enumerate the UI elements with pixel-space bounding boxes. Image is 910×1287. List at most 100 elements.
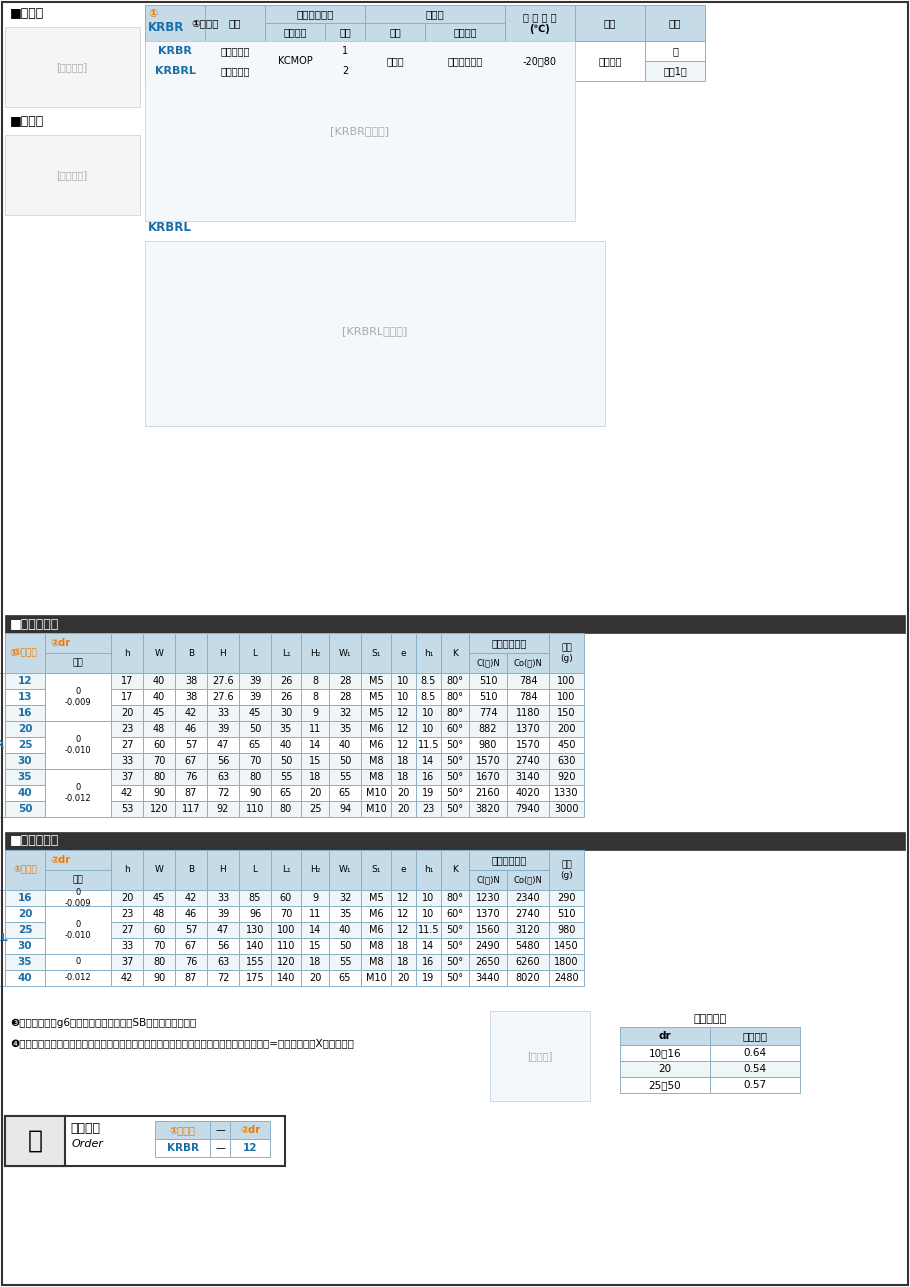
Text: 3440: 3440 [476, 973, 500, 983]
Text: 37: 37 [121, 772, 133, 782]
Bar [361, 849, 391, 891]
Bar [271, 753, 301, 770]
Bar [143, 970, 175, 986]
Text: 1370: 1370 [476, 909, 500, 919]
Bar [507, 906, 549, 921]
Bar [469, 954, 507, 970]
Bar [143, 753, 175, 770]
Bar [469, 785, 507, 801]
Bar [329, 770, 361, 785]
Text: 50°: 50° [447, 973, 463, 983]
Bar [5, 753, 45, 770]
Bar [441, 801, 469, 817]
Text: 39: 39 [217, 725, 229, 734]
Text: KRBRL: KRBRL [0, 933, 7, 943]
Bar [507, 753, 549, 770]
Bar [469, 737, 507, 753]
Text: 55: 55 [339, 772, 351, 782]
Bar [575, 41, 645, 81]
Text: M5: M5 [369, 676, 383, 686]
Text: M10: M10 [366, 804, 387, 813]
Bar [111, 633, 143, 673]
Bar [416, 785, 441, 801]
Bar [45, 891, 111, 906]
Bar [239, 849, 271, 891]
Text: 14: 14 [422, 755, 435, 766]
Bar [329, 753, 361, 770]
Text: M5: M5 [369, 708, 383, 718]
Text: 2480: 2480 [554, 973, 579, 983]
Text: 11: 11 [308, 909, 321, 919]
Text: 订购范例: 订购范例 [70, 1121, 100, 1135]
Bar [175, 753, 207, 770]
Bar [329, 633, 361, 673]
Text: 12: 12 [398, 893, 410, 903]
Bar [207, 970, 239, 986]
Bar [469, 705, 507, 721]
Text: 10: 10 [398, 676, 410, 686]
Bar [301, 753, 329, 770]
Text: M6: M6 [369, 725, 383, 734]
Text: 38: 38 [185, 676, 197, 686]
Bar [145, 5, 265, 41]
Bar [239, 801, 271, 817]
Bar [0, 891, 5, 986]
Bar [469, 633, 549, 653]
Bar [549, 633, 584, 673]
Bar [143, 954, 175, 970]
Bar [239, 633, 271, 673]
Bar [549, 673, 584, 689]
Bar [416, 673, 441, 689]
Bar [507, 801, 549, 817]
Bar [549, 785, 584, 801]
Bar [329, 721, 361, 737]
Text: 9: 9 [312, 708, 318, 718]
Bar [239, 770, 271, 785]
Text: 42: 42 [121, 788, 133, 798]
Text: 510: 510 [479, 692, 497, 701]
Bar [175, 970, 207, 986]
Text: 配件: 配件 [669, 18, 682, 28]
Text: 450: 450 [557, 740, 576, 750]
Text: 8.5: 8.5 [420, 692, 436, 701]
Bar [416, 721, 441, 737]
Bar [507, 921, 549, 938]
Text: 密封: 密封 [603, 18, 616, 28]
Bar [45, 906, 111, 954]
Bar [45, 954, 111, 970]
Bar [45, 721, 111, 770]
Bar [365, 5, 505, 23]
Text: KRBR: KRBR [148, 21, 185, 33]
Bar [45, 673, 111, 721]
Bar [416, 906, 441, 921]
Text: 50: 50 [339, 941, 351, 951]
Bar [391, 737, 416, 753]
Bar [5, 785, 45, 801]
Bar [5, 27, 140, 107]
Text: 120: 120 [150, 804, 168, 813]
Bar [325, 23, 365, 41]
Bar [549, 906, 584, 921]
Bar [710, 1060, 800, 1077]
Text: -0.012: -0.012 [65, 973, 91, 982]
Bar [143, 721, 175, 737]
Bar [469, 753, 507, 770]
Text: 40: 40 [339, 925, 351, 934]
Bar [361, 954, 391, 970]
Bar [361, 891, 391, 906]
Text: [KRBRL工程图]: [KRBRL工程图] [342, 326, 408, 336]
Bar [45, 653, 111, 673]
Text: L₁: L₁ [282, 649, 290, 658]
Bar [620, 1045, 710, 1060]
Bar [143, 705, 175, 721]
Bar [301, 906, 329, 921]
Text: 980: 980 [479, 740, 497, 750]
Text: 2650: 2650 [476, 958, 500, 967]
Bar [301, 921, 329, 938]
Bar [145, 241, 605, 426]
Text: ■开口加长型: ■开口加长型 [10, 834, 59, 848]
Text: 784: 784 [519, 676, 537, 686]
Text: KRBRL: KRBRL [155, 66, 196, 76]
Bar [239, 970, 271, 986]
Text: 20: 20 [18, 725, 32, 734]
